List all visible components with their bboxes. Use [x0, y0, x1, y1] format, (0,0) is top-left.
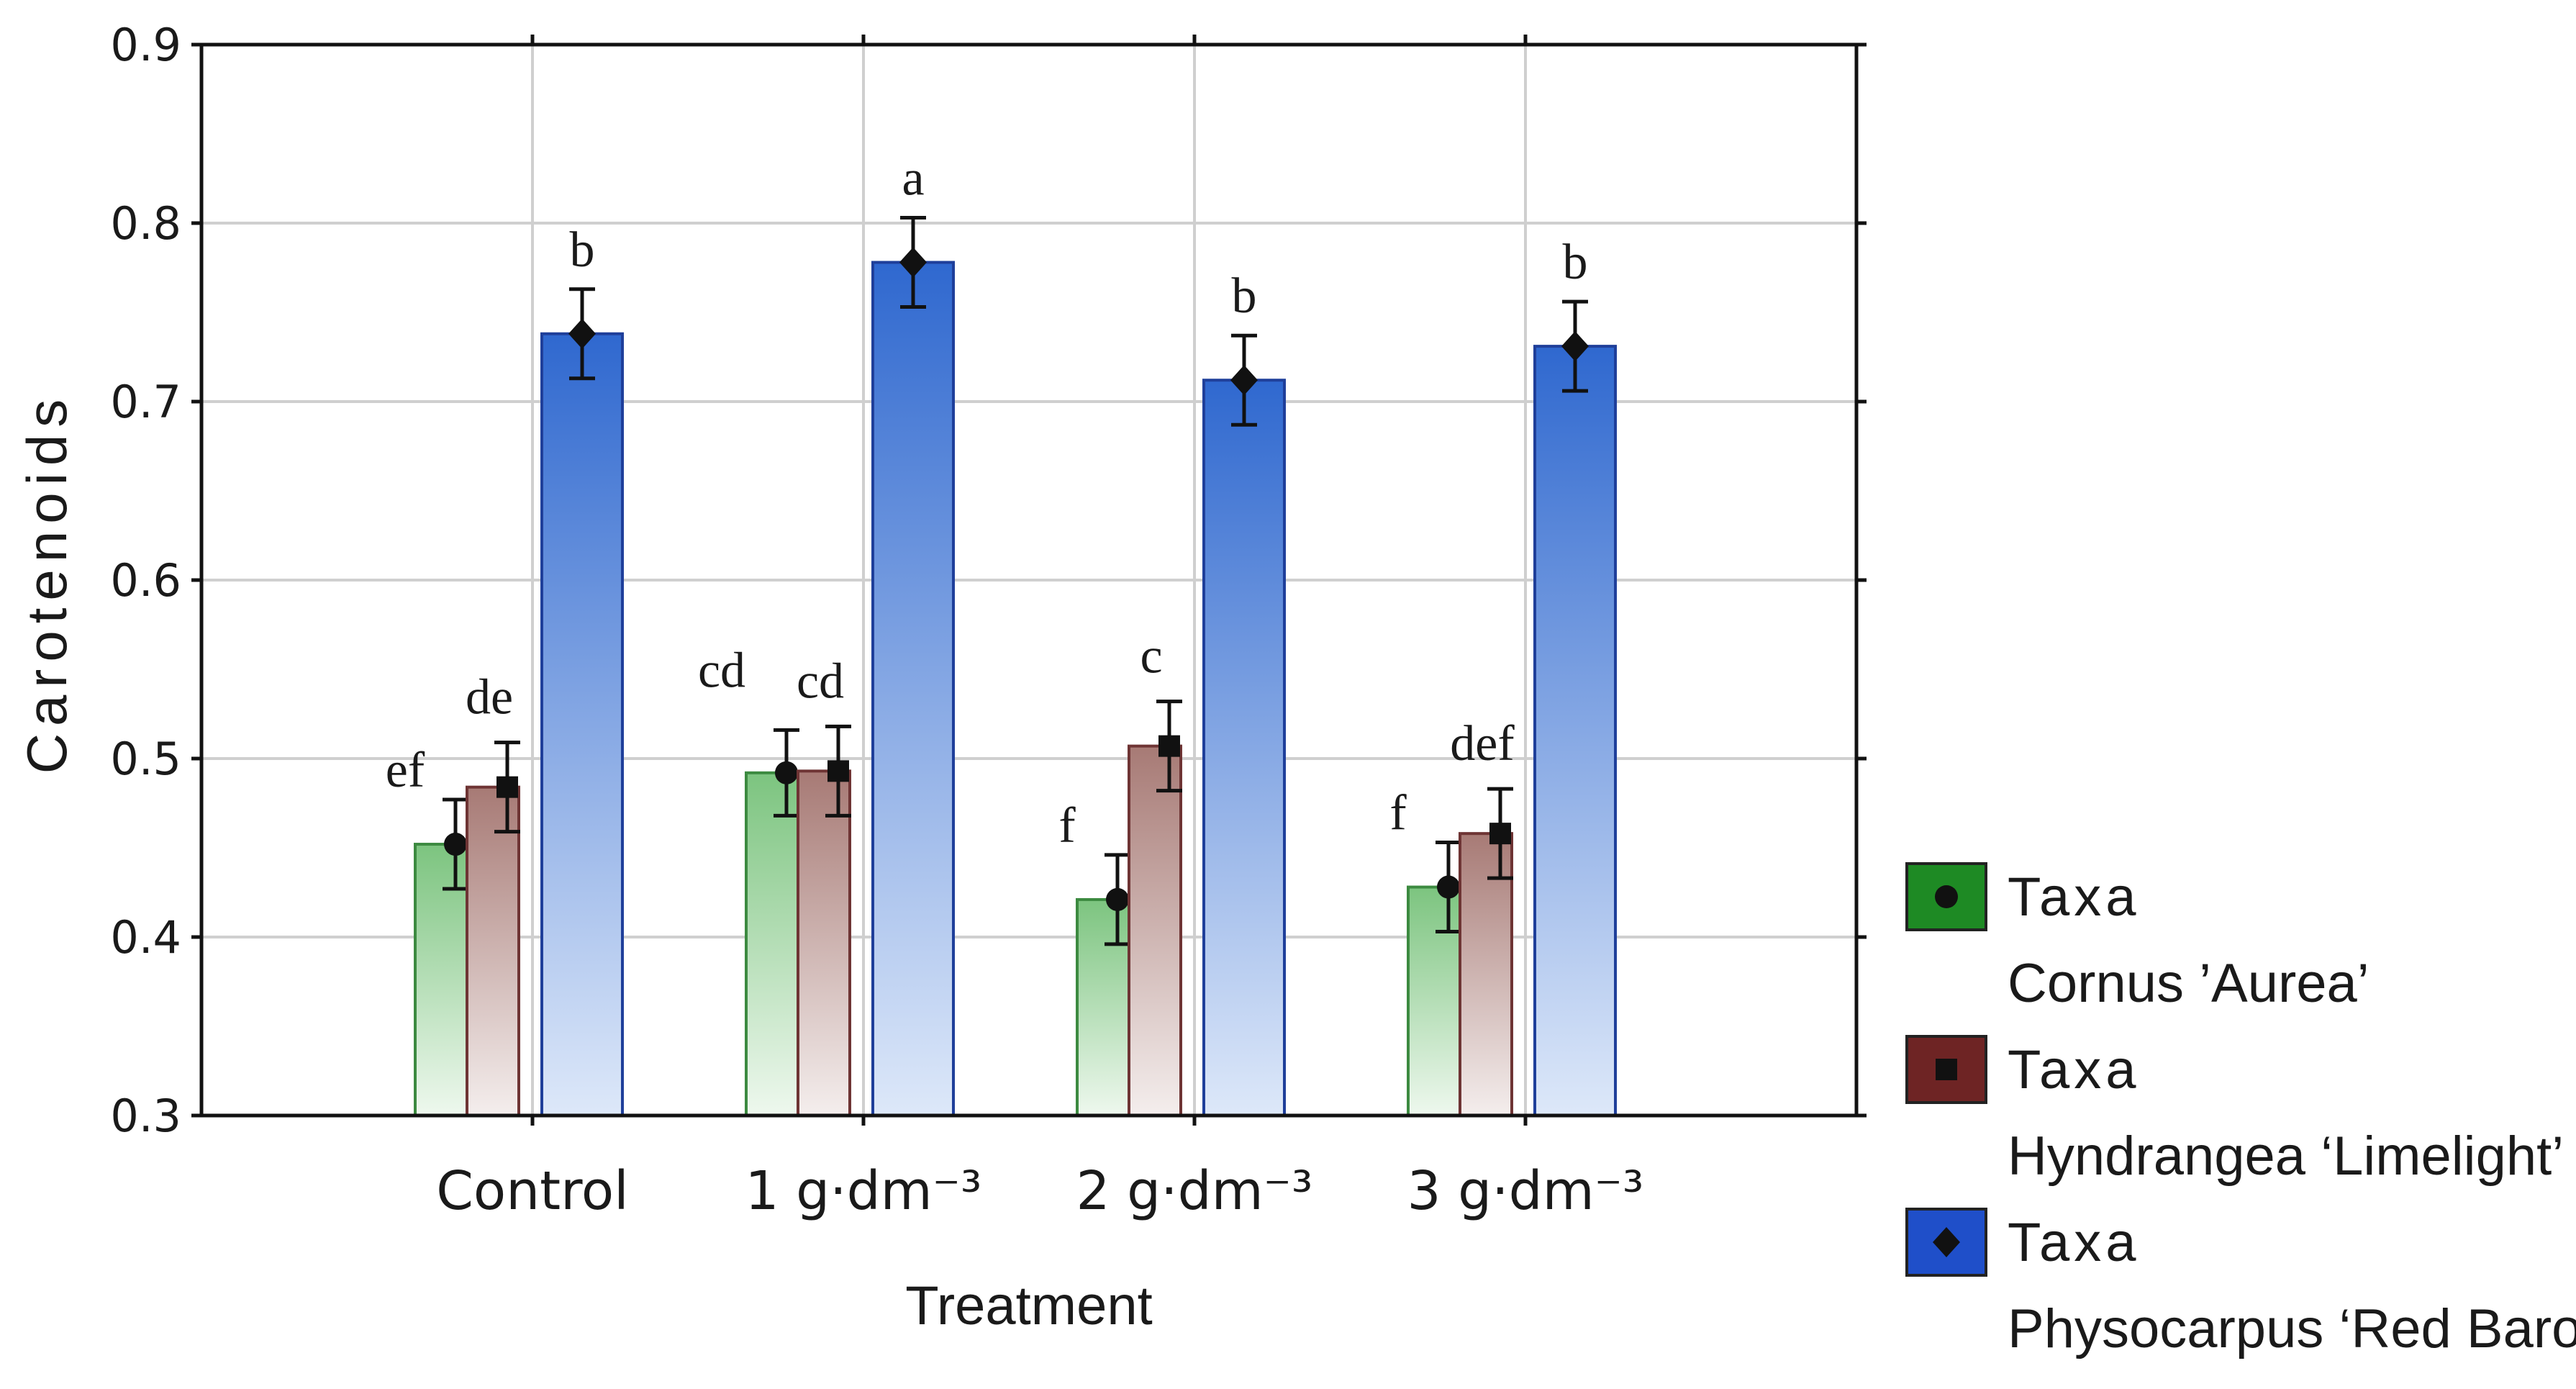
legend-marker — [1935, 885, 1958, 908]
category-label: Control — [436, 1160, 629, 1222]
significance-letter: a — [902, 151, 924, 207]
bars: ef cd f f de cd c def b a b b — [386, 151, 1617, 1118]
legend: Taxa Cornus ’Aurea’ Taxa Hyndrangea ‘Limeli… — [1905, 862, 2576, 1359]
y-tick-label: 0.3 — [110, 1090, 181, 1142]
point-marker — [1561, 331, 1589, 362]
legend-label: Physocarpus ‘Red Baron’ — [2008, 1298, 2576, 1359]
significance-letter: f — [1058, 798, 1076, 854]
legend-label: Cornus ’Aurea’ — [2008, 953, 2369, 1014]
significance-letter: de — [466, 670, 513, 725]
significance-letter: ef — [386, 743, 425, 798]
point-marker — [827, 760, 849, 782]
significance-letter: c — [1140, 629, 1162, 684]
point-marker — [775, 761, 798, 784]
y-tick-label: 0.6 — [110, 554, 181, 607]
y-tick-label: 0.4 — [110, 911, 181, 964]
y-tick-label: 0.7 — [110, 376, 181, 428]
point-marker — [1158, 735, 1180, 757]
point-marker — [1230, 365, 1258, 396]
y-tick-label: 0.8 — [110, 197, 181, 250]
legend-swatch-1 — [1905, 1035, 1987, 1104]
category-label: 1 g·dm⁻³ — [745, 1160, 982, 1222]
point-marker — [568, 318, 596, 349]
bar-1-2 — [1128, 744, 1182, 1117]
point-marker — [899, 247, 927, 278]
bar-2-3 — [1533, 345, 1617, 1117]
point-marker — [1437, 875, 1460, 899]
legend-marker — [1936, 1059, 1957, 1080]
legend-marker — [1933, 1227, 1960, 1257]
x-axis-label: Treatment — [905, 1275, 1153, 1336]
significance-letter: cd — [698, 643, 745, 698]
category-label: 3 g·dm⁻³ — [1407, 1160, 1644, 1222]
bar-0-3 — [1407, 885, 1461, 1118]
bar-2-0 — [540, 332, 624, 1117]
significance-letter: def — [1450, 716, 1515, 772]
y-tick-label: 0.5 — [110, 733, 181, 785]
category-label: 2 g·dm⁻³ — [1076, 1160, 1313, 1222]
significance-letter: b — [1232, 268, 1257, 324]
legend-title: Taxa — [2008, 867, 2141, 928]
bar-2-1 — [871, 261, 955, 1117]
significance-letter: b — [1563, 235, 1588, 290]
significance-letter: f — [1389, 786, 1407, 841]
point-marker — [1489, 823, 1511, 845]
y-tick-label: 0.9 — [110, 19, 181, 71]
point-marker — [444, 833, 467, 856]
point-marker — [496, 776, 518, 798]
grid-lines — [201, 45, 1856, 1116]
bar-1-1 — [797, 769, 851, 1117]
legend-label: Hyndrangea ‘Limelight’ — [2008, 1126, 2564, 1187]
bar-0-1 — [745, 771, 799, 1117]
x-axis-categories: Control 1 g·dm⁻³ 2 g·dm⁻³ 3 g·dm⁻³ — [436, 1160, 1643, 1222]
bar-1-3 — [1459, 832, 1513, 1118]
significance-letter: b — [570, 222, 595, 278]
bar-1-0 — [466, 785, 520, 1118]
legend-title: Taxa — [2008, 1212, 2141, 1273]
bar-0-2 — [1076, 897, 1130, 1118]
bar-0-0 — [414, 843, 468, 1118]
significance-letter: cd — [797, 653, 844, 709]
y-axis-ticks: 0.3 0.4 0.5 0.6 0.7 0.8 0.9 — [110, 19, 1867, 1142]
legend-title: Taxa — [2008, 1039, 2141, 1100]
bar-2-2 — [1202, 379, 1286, 1117]
y-axis-label: Carotenoids — [15, 392, 78, 774]
point-marker — [1106, 887, 1129, 911]
